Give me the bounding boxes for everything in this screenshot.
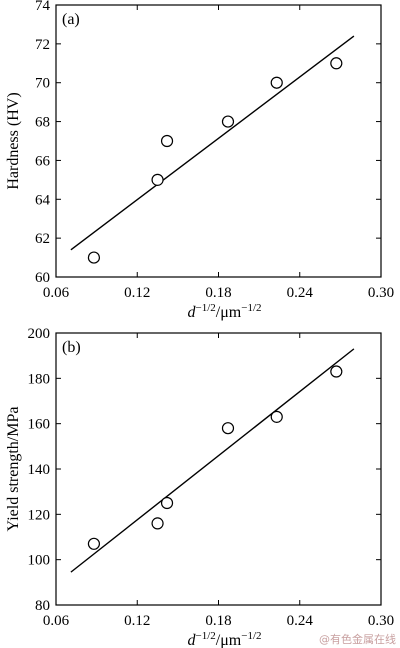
x-tick-label: 0.12 bbox=[124, 613, 150, 629]
y-tick-label: 70 bbox=[35, 76, 50, 92]
y-tick-label: 80 bbox=[35, 598, 50, 614]
y-tick-label: 66 bbox=[35, 153, 51, 169]
panel-label: (b) bbox=[62, 339, 81, 356]
y-tick-label: 60 bbox=[35, 270, 50, 286]
y-tick-label: 100 bbox=[28, 553, 51, 569]
y-tick-label: 200 bbox=[28, 326, 51, 342]
x-tick-label: 0.24 bbox=[287, 613, 314, 629]
x-tick-label: 0.06 bbox=[43, 613, 70, 629]
y-tick-label: 68 bbox=[35, 115, 50, 131]
y-tick-label: 62 bbox=[35, 231, 50, 247]
y-axis-title: Hardness (HV) bbox=[5, 92, 22, 189]
y-axis-title: Yield strength/MPa bbox=[5, 407, 22, 532]
x-tick-label: 0.30 bbox=[368, 285, 394, 301]
data-point bbox=[330, 57, 343, 70]
x-tick-label: 0.12 bbox=[124, 285, 150, 301]
x-tick-label: 0.18 bbox=[205, 613, 231, 629]
y-tick-label: 64 bbox=[35, 192, 51, 208]
chart-panel-1: 0.06 0.12 0.18 0.24 0.30 60 62 64 66 68 70 72 74 (a) H… bbox=[5, 0, 394, 321]
data-point bbox=[160, 496, 174, 510]
y-tick-label: 120 bbox=[28, 507, 51, 523]
y-tick-label: 140 bbox=[28, 462, 51, 478]
y-tick-label: 72 bbox=[35, 37, 50, 53]
data-point bbox=[330, 365, 343, 378]
data-point bbox=[270, 76, 283, 89]
data-point bbox=[270, 410, 283, 423]
data-point bbox=[151, 173, 164, 186]
x-tick-label: 0.18 bbox=[205, 285, 231, 301]
data-point bbox=[87, 251, 101, 264]
fit-line bbox=[70, 348, 355, 573]
y-tick-label: 160 bbox=[28, 417, 51, 433]
data-point bbox=[151, 517, 164, 530]
y-tick-label: 180 bbox=[28, 371, 51, 387]
y-tick-label: 74 bbox=[35, 0, 51, 14]
watermark: @有色金属在线 bbox=[319, 632, 396, 646]
x-tick-label: 0.24 bbox=[287, 285, 314, 301]
plot-frame bbox=[55, 4, 382, 278]
data-point bbox=[87, 537, 101, 550]
x-tick-label: 0.30 bbox=[368, 613, 394, 629]
chart-panel-2: 0.06 0.12 0.18 0.24 0.30 80 100 120 140 160 180 200… bbox=[5, 326, 394, 648]
data-point bbox=[221, 422, 235, 435]
x-axis-title: d−1/2/μm−1/2 bbox=[188, 630, 262, 648]
x-axis-title: d−1/2/μm−1/2 bbox=[188, 302, 262, 321]
data-point bbox=[221, 115, 235, 128]
data-point bbox=[160, 134, 174, 148]
fit-line bbox=[70, 35, 355, 251]
x-tick-label: 0.06 bbox=[43, 285, 70, 301]
panel-label: (a) bbox=[62, 11, 80, 28]
